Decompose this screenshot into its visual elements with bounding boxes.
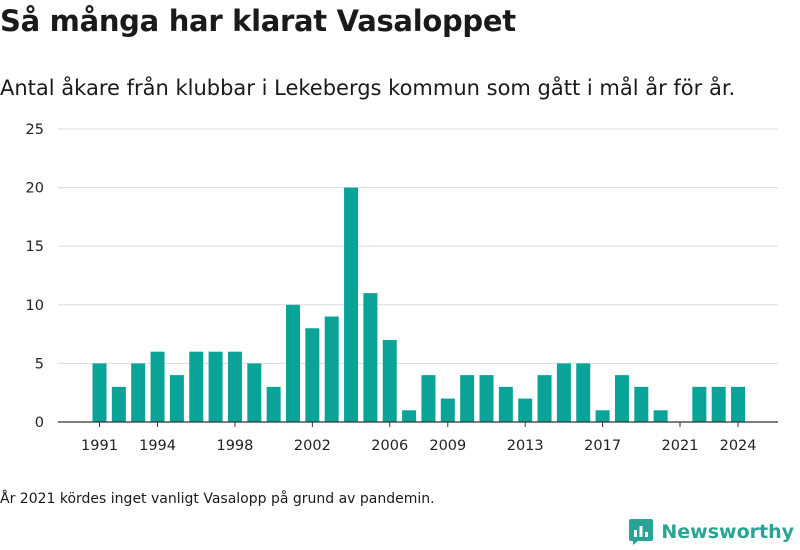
bar-2012 (498, 386, 513, 422)
bar-1993 (131, 363, 146, 422)
bar-2016 (576, 363, 591, 422)
x-tick-label-2002: 2002 (294, 438, 331, 454)
bar-2013 (518, 398, 533, 422)
chart-title: Så många har klarat Vasaloppet (0, 4, 516, 38)
bar-1997 (208, 351, 223, 422)
y-tick-label: 10 (26, 298, 44, 314)
x-tick-label-2021: 2021 (662, 438, 699, 454)
bar-2010 (460, 375, 475, 422)
bar-2002 (305, 328, 320, 422)
x-tick-label-2024: 2024 (720, 438, 757, 454)
x-tick-label-2013: 2013 (507, 438, 544, 454)
x-tick-label-2006: 2006 (371, 438, 408, 454)
x-tick-label-1991: 1991 (81, 438, 118, 454)
x-tick-label-2017: 2017 (584, 438, 621, 454)
bar-2011 (479, 375, 494, 422)
bar-2007 (402, 410, 417, 422)
x-tick-label-1998: 1998 (216, 438, 253, 454)
bar-chart: 0 5 10 15 20 25 1991 1994 1998 2002 2006 2009 2013 20… (26, 122, 778, 454)
bar-2003 (324, 316, 339, 422)
bar-1994 (150, 351, 165, 422)
x-tick-label-2009: 2009 (429, 438, 466, 454)
bar-2006 (382, 339, 397, 422)
bar-1996 (189, 351, 204, 422)
x-tick-label-1994: 1994 (139, 438, 176, 454)
bar-2001 (286, 304, 300, 422)
bar-2023 (711, 386, 726, 422)
bar-2018 (614, 375, 629, 422)
bar-2005 (363, 293, 378, 422)
bar-2017 (595, 410, 610, 422)
bar-2015 (556, 363, 571, 422)
grid-lines (58, 128, 778, 364)
bar-2004 (344, 187, 359, 422)
bar-1998 (227, 351, 242, 422)
bar-2019 (634, 386, 649, 422)
y-tick-label: 20 (26, 181, 44, 197)
bar-2008 (421, 375, 436, 422)
bar-1992 (111, 386, 126, 422)
footnote: År 2021 kördes inget vanligt Vasalopp på… (0, 491, 435, 507)
bar-2022 (692, 386, 707, 422)
y-tick-label: 0 (35, 415, 44, 431)
bar-2014 (537, 375, 552, 422)
bar-1995 (169, 375, 184, 422)
y-tick-label: 25 (26, 122, 44, 138)
chart-subtitle: Antal åkare från klubbar i Lekebergs kom… (0, 76, 736, 100)
bars (92, 187, 746, 422)
brand-logo: Newsworthy (629, 519, 794, 545)
bar-1991 (92, 363, 107, 422)
newsworthy-logo-icon (629, 519, 654, 545)
axes: 0 5 10 15 20 25 1991 1994 1998 2002 2006 2009 2013 20… (26, 122, 778, 454)
y-tick-label: 15 (26, 239, 44, 255)
bar-2024 (731, 386, 746, 422)
brand-name: Newsworthy (661, 521, 794, 543)
bar-2009 (440, 398, 455, 422)
y-tick-label: 5 (35, 356, 44, 372)
bar-1999 (247, 363, 262, 422)
bar-2020 (653, 410, 668, 422)
bar-2000 (266, 386, 281, 422)
